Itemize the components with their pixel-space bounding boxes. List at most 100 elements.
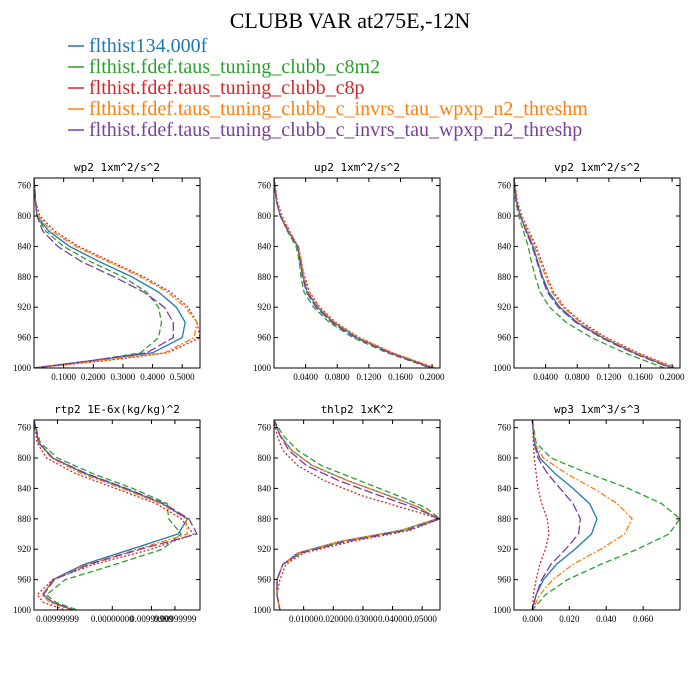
y-tick-label: 880 xyxy=(258,514,272,524)
y-tick-label: 800 xyxy=(18,211,32,221)
series-line xyxy=(274,420,440,610)
series-line xyxy=(514,178,677,368)
panel-title: vp2 1xm^2/s^2 xyxy=(554,161,640,174)
series-line xyxy=(514,178,665,368)
x-tick-label: 0.05000 xyxy=(408,614,438,624)
chart-panel: thlp2 1xK^2 760 800 840 880 920 960 1000 0.01000… xyxy=(253,403,441,624)
y-tick-label: 960 xyxy=(258,575,272,585)
plot-frame xyxy=(273,419,441,611)
series-line xyxy=(514,178,675,368)
y-tick-label: 880 xyxy=(498,514,512,524)
plot-frame xyxy=(513,419,681,611)
y-tick-label: 960 xyxy=(18,575,32,585)
y-tick-label: 840 xyxy=(18,483,32,493)
series-line xyxy=(274,420,440,610)
legend-label: flthist.fdef.taus_tuning_clubb_c8p xyxy=(89,77,365,99)
x-tick-label: 0.02000 xyxy=(319,614,349,624)
series-line xyxy=(274,178,431,368)
series-line xyxy=(514,178,671,368)
figure-title: CLUBB VAR at275E,-12N xyxy=(230,8,471,33)
series-line xyxy=(531,420,680,610)
x-tick-label: 0.5000 xyxy=(170,372,195,382)
series-line xyxy=(274,178,433,368)
y-tick-label: 920 xyxy=(258,302,272,312)
y-tick-label: 1000 xyxy=(253,605,272,615)
series-line xyxy=(274,420,439,610)
chart-panel: vp2 1xm^2/s^2 760 800 840 880 920 960 1000 0.040… xyxy=(493,161,685,382)
series-line xyxy=(274,178,433,368)
y-tick-label: 920 xyxy=(18,544,32,554)
plot-frame xyxy=(33,177,201,369)
y-tick-label: 760 xyxy=(258,423,272,433)
x-tick-label: 0.1200 xyxy=(596,372,621,382)
series-line xyxy=(34,420,189,610)
series-line xyxy=(34,420,183,610)
x-tick-label: 0.01000 xyxy=(289,614,319,624)
y-tick-label: 920 xyxy=(258,544,272,554)
x-tick-label: 0.2000 xyxy=(660,372,685,382)
y-tick-label: 960 xyxy=(498,333,512,343)
x-tick-label: 0.2000 xyxy=(81,372,106,382)
x-tick-label: 0.00999999 xyxy=(130,614,173,624)
y-tick-label: 1000 xyxy=(493,363,512,373)
panel-title: wp3 1xm^3/s^3 xyxy=(554,403,640,416)
plot-frame xyxy=(33,419,201,611)
y-tick-label: 760 xyxy=(258,181,272,191)
chart-panel: wp3 1xm^3/s^3 760 800 840 880 920 960 1000 0.000… xyxy=(493,403,681,624)
y-tick-label: 800 xyxy=(258,211,272,221)
y-tick-label: 800 xyxy=(18,453,32,463)
legend-label: flthist.fdef.taus_tuning_clubb_c8m2 xyxy=(89,56,380,78)
series-line xyxy=(514,178,673,368)
y-tick-label: 800 xyxy=(498,211,512,221)
x-tick-label: 0.00999999 xyxy=(154,614,197,624)
legend: flthist134.000fflthist.fdef.taus_tuning_… xyxy=(68,35,588,141)
x-tick-label: 0.1200 xyxy=(356,372,381,382)
y-tick-label: 760 xyxy=(18,423,32,433)
panel-title: rtp2 1E-6x(kg/kg)^2 xyxy=(54,403,180,416)
y-tick-label: 840 xyxy=(498,241,512,251)
y-tick-label: 880 xyxy=(18,514,32,524)
x-tick-label: 0.040 xyxy=(596,614,617,624)
y-tick-label: 920 xyxy=(18,302,32,312)
y-tick-label: 960 xyxy=(258,333,272,343)
plot-frame xyxy=(513,177,681,369)
series-line xyxy=(531,420,582,610)
y-tick-label: 880 xyxy=(18,272,32,282)
x-tick-label: 0.2000 xyxy=(420,372,445,382)
x-tick-label: 0.1000 xyxy=(51,372,76,382)
y-tick-label: 800 xyxy=(498,453,512,463)
legend-label: flthist.fdef.taus_tuning_clubb_c_invrs_t… xyxy=(89,119,582,141)
x-tick-label: 0.04000 xyxy=(378,614,408,624)
y-tick-label: 880 xyxy=(498,272,512,282)
y-tick-label: 760 xyxy=(498,181,512,191)
series-line xyxy=(34,420,195,610)
y-tick-label: 840 xyxy=(498,483,512,493)
x-tick-label: 0.020 xyxy=(559,614,580,624)
x-tick-label: 0.03000 xyxy=(348,614,378,624)
y-tick-label: 760 xyxy=(498,423,512,433)
chart-panel: wp2 1xm^2/s^2 760 800 840 880 920 960 1000 0.100… xyxy=(13,161,201,382)
x-tick-label: 0.00999999 xyxy=(36,614,79,624)
plot-frame xyxy=(273,177,441,369)
series-line xyxy=(274,178,435,368)
x-tick-label: 0.0400 xyxy=(293,372,318,382)
panel-title: up2 1xm^2/s^2 xyxy=(314,161,400,174)
series-line xyxy=(531,420,598,610)
y-tick-label: 960 xyxy=(498,575,512,585)
series-line xyxy=(34,178,174,368)
x-tick-label: 0.00000000 xyxy=(91,614,134,624)
panel-title: thlp2 1xK^2 xyxy=(321,403,394,416)
y-tick-label: 840 xyxy=(258,241,272,251)
y-tick-label: 840 xyxy=(258,483,272,493)
chart-panel: up2 1xm^2/s^2 760 800 840 880 920 960 1000 0.040… xyxy=(253,161,445,382)
x-tick-label: 0.0800 xyxy=(565,372,590,382)
series-line xyxy=(274,178,437,368)
x-tick-label: 0.000 xyxy=(522,614,543,624)
series-line xyxy=(34,178,198,368)
chart-panels: wp2 1xm^2/s^2 760 800 840 880 920 960 1000 0.100… xyxy=(13,161,685,624)
y-tick-label: 1000 xyxy=(253,363,272,373)
series-line xyxy=(274,420,440,610)
x-tick-label: 0.1600 xyxy=(628,372,653,382)
y-tick-label: 760 xyxy=(18,181,32,191)
